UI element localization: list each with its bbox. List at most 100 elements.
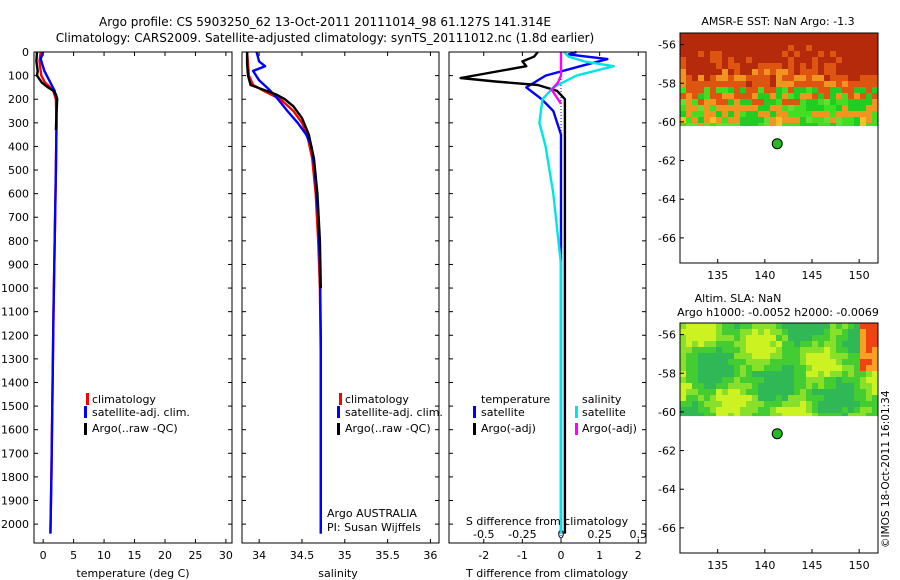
map-cell bbox=[746, 87, 753, 94]
map-cell bbox=[752, 33, 759, 40]
map-cell bbox=[746, 377, 753, 384]
map-cell bbox=[776, 33, 783, 40]
map-cell bbox=[686, 87, 693, 94]
map-cell bbox=[848, 93, 855, 100]
map-cell bbox=[746, 69, 753, 76]
map-cell bbox=[794, 51, 801, 58]
map-cell bbox=[740, 341, 747, 348]
map-cell bbox=[686, 51, 693, 58]
map-cell bbox=[866, 93, 873, 100]
map-cell bbox=[752, 69, 759, 76]
map-cell bbox=[788, 407, 795, 414]
map-cell bbox=[848, 341, 855, 348]
map-cell bbox=[770, 87, 777, 94]
map-cell bbox=[794, 401, 801, 408]
map-cell bbox=[758, 87, 765, 94]
map-cell bbox=[800, 407, 807, 414]
map-cell bbox=[860, 389, 867, 396]
map-cell bbox=[830, 51, 837, 58]
map-cell bbox=[764, 57, 771, 64]
map-cell bbox=[710, 341, 717, 348]
map-cell bbox=[788, 111, 795, 118]
map-cell bbox=[830, 359, 837, 366]
map-cell bbox=[716, 93, 723, 100]
imos-timestamp: ©IMOS 18-Oct-2011 16:01:34 bbox=[880, 390, 892, 548]
map-cell bbox=[800, 63, 807, 70]
map-cell bbox=[710, 365, 717, 372]
map-cell bbox=[848, 401, 855, 408]
map-cell bbox=[722, 33, 729, 40]
map-cell bbox=[818, 371, 825, 378]
map-cell bbox=[866, 33, 873, 40]
map-cell bbox=[782, 99, 789, 106]
map-cell bbox=[812, 359, 819, 366]
map-cell bbox=[740, 63, 747, 70]
salinity-axes-frame bbox=[241, 51, 440, 544]
map-cell bbox=[704, 39, 711, 46]
map-cell bbox=[836, 51, 843, 58]
map-cell bbox=[764, 353, 771, 360]
map-cell bbox=[758, 335, 765, 342]
map-cell bbox=[770, 335, 777, 342]
map-cell bbox=[704, 105, 711, 112]
map-cell bbox=[782, 353, 789, 360]
legend-swatch-climatology bbox=[86, 393, 89, 405]
map-cell bbox=[818, 359, 825, 366]
legend-label-argo: Argo(..raw -QC) bbox=[345, 422, 431, 435]
map-cell bbox=[836, 347, 843, 354]
map-cell bbox=[710, 371, 717, 378]
map-cell bbox=[836, 359, 843, 366]
map-cell bbox=[704, 117, 711, 124]
map-cell bbox=[758, 63, 765, 70]
map-cell bbox=[770, 63, 777, 70]
map-cell bbox=[716, 63, 723, 70]
map-cell bbox=[770, 413, 777, 417]
x-tick-label: 5 bbox=[70, 549, 77, 562]
legend-swatch-satellite bbox=[337, 406, 340, 418]
x-tick-label: 10 bbox=[97, 549, 111, 562]
map-cell bbox=[704, 81, 711, 88]
x-tick-label: 0 bbox=[40, 549, 47, 562]
map-cell bbox=[836, 353, 843, 360]
map-cell bbox=[716, 99, 723, 106]
map-cell bbox=[860, 87, 867, 94]
map-cell bbox=[836, 341, 843, 348]
map-cell bbox=[710, 117, 717, 124]
map-cell bbox=[728, 63, 735, 70]
map-cell bbox=[806, 323, 813, 330]
map-cell bbox=[824, 33, 831, 40]
s-tick-label: -0.25 bbox=[508, 528, 536, 541]
map-cell bbox=[800, 69, 807, 76]
map-cell bbox=[776, 105, 783, 112]
map-cell bbox=[830, 93, 837, 100]
map-cell bbox=[770, 407, 777, 414]
map-cell bbox=[728, 377, 735, 384]
map-cell bbox=[710, 335, 717, 342]
map-cell bbox=[704, 341, 711, 348]
map-cell bbox=[872, 407, 879, 414]
map-cell bbox=[746, 105, 753, 112]
map-cell bbox=[836, 105, 843, 112]
s-tick-label: 0 bbox=[558, 528, 565, 541]
map-cell bbox=[734, 335, 741, 342]
map-cell bbox=[788, 413, 795, 417]
x-tick-label: 36 bbox=[423, 549, 437, 562]
map-cell bbox=[836, 123, 843, 127]
map-cell bbox=[752, 323, 759, 330]
map-cell bbox=[812, 365, 819, 372]
map-cell bbox=[860, 359, 867, 366]
map-cell bbox=[794, 39, 801, 46]
map-cell bbox=[830, 87, 837, 94]
map-cell bbox=[770, 117, 777, 124]
map-cell bbox=[812, 51, 819, 58]
legend-label-satellite: satellite-adj. clim. bbox=[92, 406, 190, 419]
map-cell bbox=[692, 117, 699, 124]
map-cell bbox=[782, 111, 789, 118]
map-cell bbox=[752, 51, 759, 58]
series-line-salinity-argo-adj bbox=[550, 52, 563, 105]
map-cell bbox=[806, 93, 813, 100]
map-cell bbox=[764, 413, 771, 417]
map-cell bbox=[752, 75, 759, 82]
map-cell bbox=[788, 359, 795, 366]
map-cell bbox=[842, 111, 849, 118]
